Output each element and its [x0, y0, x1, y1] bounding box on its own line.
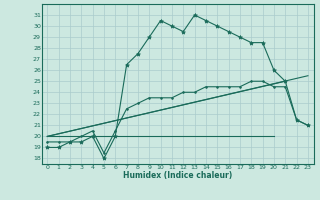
X-axis label: Humidex (Indice chaleur): Humidex (Indice chaleur): [123, 171, 232, 180]
